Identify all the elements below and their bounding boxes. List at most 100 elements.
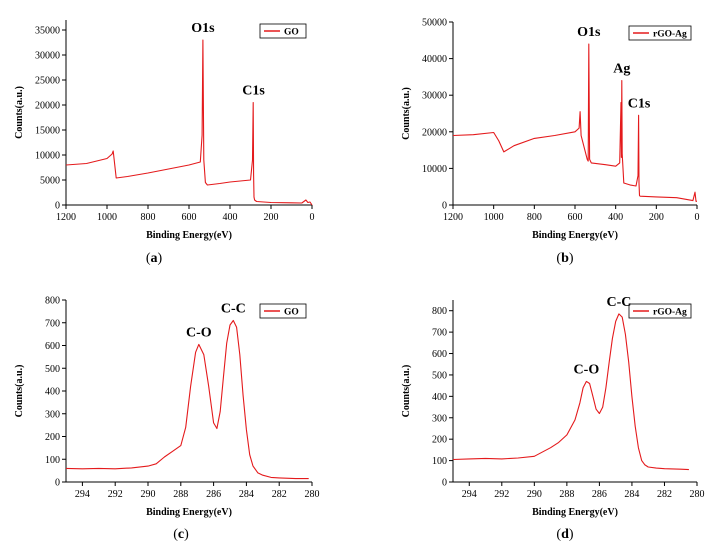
peak-annotation: O1s [191, 21, 215, 36]
x-tick-label: 1000 [97, 212, 117, 223]
legend-box [259, 303, 307, 319]
panel-b: 1200 1000 800 600 400 200 00100002000030000400… [401, 18, 700, 267]
y-tick-label: 35000 [35, 26, 60, 37]
caption-paren-open: ( [146, 251, 151, 266]
x-tick-label: 294 [462, 489, 477, 500]
caption-paren-close: ) [569, 251, 574, 266]
legend-box [628, 303, 692, 319]
x-tick-label: 290 [141, 489, 156, 500]
x-tick-label: 290 [527, 489, 542, 500]
legend-label: GO [284, 28, 299, 38]
x-tick-label: 600 [568, 212, 583, 223]
y-tick-label: 400 [432, 392, 447, 403]
y-tick-label: 0 [442, 201, 447, 212]
y-tick-label: 0 [55, 478, 60, 489]
panel-caption: (c) [173, 527, 189, 542]
x-tick-label: 1200 [56, 212, 76, 223]
y-axis-label: Counts(a.u.) [401, 365, 412, 418]
x-tick-label: 400 [608, 212, 623, 223]
peak-annotation: O1s [577, 25, 601, 40]
caption-letter: b [561, 251, 569, 266]
x-tick-label: 280 [305, 489, 320, 500]
y-tick-label: 800 [432, 306, 447, 317]
x-tick-label: 286 [206, 489, 221, 500]
x-tick-label: 288 [559, 489, 574, 500]
legend-label: rGO-Ag [653, 308, 687, 318]
x-tick-label: 292 [108, 489, 123, 500]
y-tick-label: 0 [55, 201, 60, 212]
legend-label: rGO-Ag [653, 30, 687, 40]
legend-box [259, 23, 307, 39]
peak-annotation: C1s [242, 84, 265, 99]
y-tick-label: 0 [442, 478, 447, 489]
x-tick-label: 282 [272, 489, 287, 500]
caption-paren-close: ) [184, 527, 189, 542]
x-tick-label: 0 [695, 212, 700, 223]
panel-a: 1200 1000 800 600 400 200 00500010000150002000… [14, 20, 315, 266]
y-tick-label: 200 [45, 432, 60, 443]
x-tick-label: 600 [182, 212, 197, 223]
legend-label: GO [284, 308, 299, 318]
panel-c: 294 292 290 288 286 284 282 280 0 100 200 300 400 500… [14, 296, 320, 543]
y-tick-label: 10000 [35, 151, 60, 162]
x-axis-label: Binding Energy(eV) [146, 230, 232, 241]
x-tick-label: 800 [141, 212, 156, 223]
x-tick-label: 292 [494, 489, 509, 500]
x-tick-label: 200 [264, 212, 279, 223]
series-line [65, 319, 309, 480]
y-axis-label: Counts(a.u.) [14, 365, 25, 418]
x-tick-label: 288 [173, 489, 188, 500]
panel-caption: (d) [556, 527, 573, 542]
peak-annotation: C-O [186, 325, 212, 340]
peak-annotation: C-C [606, 295, 631, 310]
y-tick-label: 200 [432, 435, 447, 446]
y-tick-label: 500 [432, 370, 447, 381]
caption-paren-close: ) [569, 527, 574, 542]
y-tick-label: 20000 [422, 127, 447, 138]
caption-paren-open: ( [173, 527, 178, 542]
x-axis-label: Binding Energy(eV) [532, 230, 618, 241]
peak-annotation: C-O [574, 362, 600, 377]
series-line [452, 43, 697, 202]
y-tick-label: 100 [432, 456, 447, 467]
caption-letter: a [151, 251, 158, 266]
y-tick-label: 50000 [422, 18, 447, 29]
caption-letter: d [561, 527, 569, 542]
x-tick-label: 800 [527, 212, 542, 223]
y-tick-label: 5000 [40, 176, 60, 187]
peak-annotation: C-C [221, 301, 246, 316]
y-tick-label: 300 [45, 409, 60, 420]
x-tick-label: 1000 [484, 212, 504, 223]
caption-letter: c [178, 527, 184, 542]
x-tick-label: 1200 [443, 212, 463, 223]
x-tick-label: 0 [310, 212, 315, 223]
legend-box [628, 25, 692, 41]
y-tick-label: 15000 [35, 126, 60, 137]
y-tick-label: 20000 [35, 101, 60, 112]
x-tick-label: 400 [223, 212, 238, 223]
y-axis-label: Counts(a.u.) [14, 86, 25, 139]
peak-annotation: C1s [628, 96, 651, 111]
series-line [65, 39, 313, 206]
series-line [452, 313, 689, 471]
caption-paren-open: ( [556, 251, 561, 266]
panel-caption: (b) [556, 251, 573, 266]
y-tick-label: 100 [45, 455, 60, 466]
y-tick-label: 400 [45, 387, 60, 398]
x-tick-label: 282 [657, 489, 672, 500]
y-tick-label: 700 [45, 318, 60, 329]
caption-paren-open: ( [556, 527, 561, 542]
y-tick-label: 600 [432, 349, 447, 360]
y-tick-label: 40000 [422, 54, 447, 65]
x-axis-label: Binding Energy(eV) [532, 507, 618, 518]
peak-annotation: Ag [613, 62, 630, 77]
y-tick-label: 30000 [422, 91, 447, 102]
x-tick-label: 284 [624, 489, 639, 500]
x-tick-label: 200 [649, 212, 664, 223]
y-tick-label: 700 [432, 328, 447, 339]
x-axis-label: Binding Energy(eV) [146, 507, 232, 518]
panel-d: 294 292 290 288 286 284 282 280 0 100 200 300 400 500… [401, 295, 705, 542]
x-tick-label: 284 [239, 489, 254, 500]
y-tick-label: 800 [45, 296, 60, 307]
